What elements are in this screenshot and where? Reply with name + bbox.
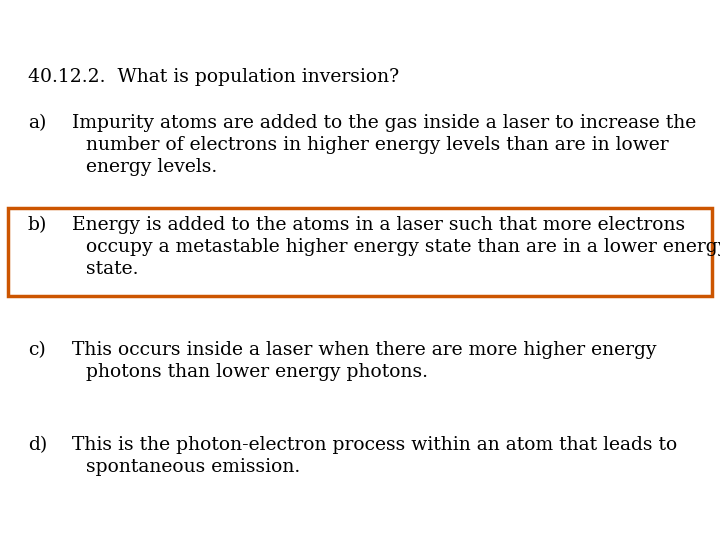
- Text: photons than lower energy photons.: photons than lower energy photons.: [86, 363, 428, 381]
- Text: c): c): [28, 341, 46, 359]
- Text: spontaneous emission.: spontaneous emission.: [86, 458, 300, 476]
- Text: state.: state.: [86, 260, 138, 278]
- Text: ⓦ: ⓦ: [12, 11, 27, 35]
- Text: a): a): [28, 114, 46, 132]
- Text: WILEY: WILEY: [52, 13, 130, 33]
- Text: energy levels.: energy levels.: [86, 158, 217, 176]
- Text: Energy is added to the atoms in a laser such that more electrons: Energy is added to the atoms in a laser …: [72, 216, 685, 234]
- Text: This is the photon-electron process within an atom that leads to: This is the photon-electron process with…: [72, 436, 678, 454]
- Text: This occurs inside a laser when there are more higher energy: This occurs inside a laser when there ar…: [72, 341, 657, 359]
- Bar: [8, 208, 712, 296]
- Text: Impurity atoms are added to the gas inside a laser to increase the: Impurity atoms are added to the gas insi…: [72, 114, 696, 132]
- Text: b): b): [28, 216, 48, 234]
- Text: occupy a metastable higher energy state than are in a lower energy: occupy a metastable higher energy state …: [86, 238, 720, 256]
- Text: 40.12.2.  What is population inversion?: 40.12.2. What is population inversion?: [28, 68, 399, 86]
- Text: d): d): [28, 436, 48, 454]
- Text: number of electrons in higher energy levels than are in lower: number of electrons in higher energy lev…: [86, 136, 669, 154]
